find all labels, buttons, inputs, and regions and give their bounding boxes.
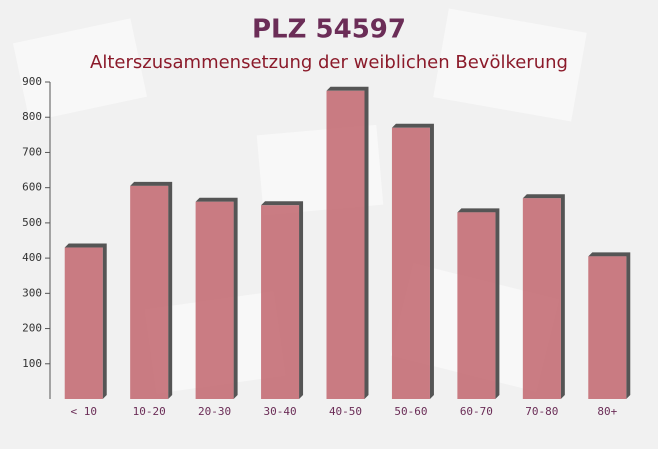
- y-tick-label: 300: [22, 286, 42, 299]
- chart-subtitle: Alterszusammensetzung der weiblichen Bev…: [90, 52, 568, 73]
- bar: [522, 198, 561, 399]
- x-tick-label: 40-50: [329, 405, 362, 418]
- x-tick-label: 70-80: [525, 405, 558, 418]
- bar: [261, 205, 300, 399]
- x-tick-label: 10-20: [133, 405, 166, 418]
- x-tick-label: 30-40: [263, 405, 296, 418]
- y-tick-label: 900: [22, 75, 42, 88]
- bar: [391, 127, 430, 400]
- bar: [64, 247, 103, 399]
- x-tick-label: 50-60: [394, 405, 427, 418]
- bar: [588, 256, 627, 399]
- bar: [195, 201, 234, 399]
- x-tick-label: 20-30: [198, 405, 231, 418]
- y-tick-label: 100: [22, 357, 42, 370]
- x-tick-label: 60-70: [460, 405, 493, 418]
- y-tick-label: 200: [22, 322, 42, 335]
- y-tick-label: 800: [22, 110, 42, 123]
- y-tick-label: 600: [22, 181, 42, 194]
- y-tick-label: 700: [22, 145, 42, 158]
- x-tick-label: < 10: [70, 405, 97, 418]
- bar: [130, 185, 169, 399]
- bar: [457, 212, 496, 399]
- y-tick-label: 500: [22, 216, 42, 229]
- y-tick-label: 400: [22, 251, 42, 264]
- bar: [326, 90, 365, 400]
- chart-title: PLZ 54597: [252, 15, 406, 45]
- x-tick-label: 80+: [597, 405, 617, 418]
